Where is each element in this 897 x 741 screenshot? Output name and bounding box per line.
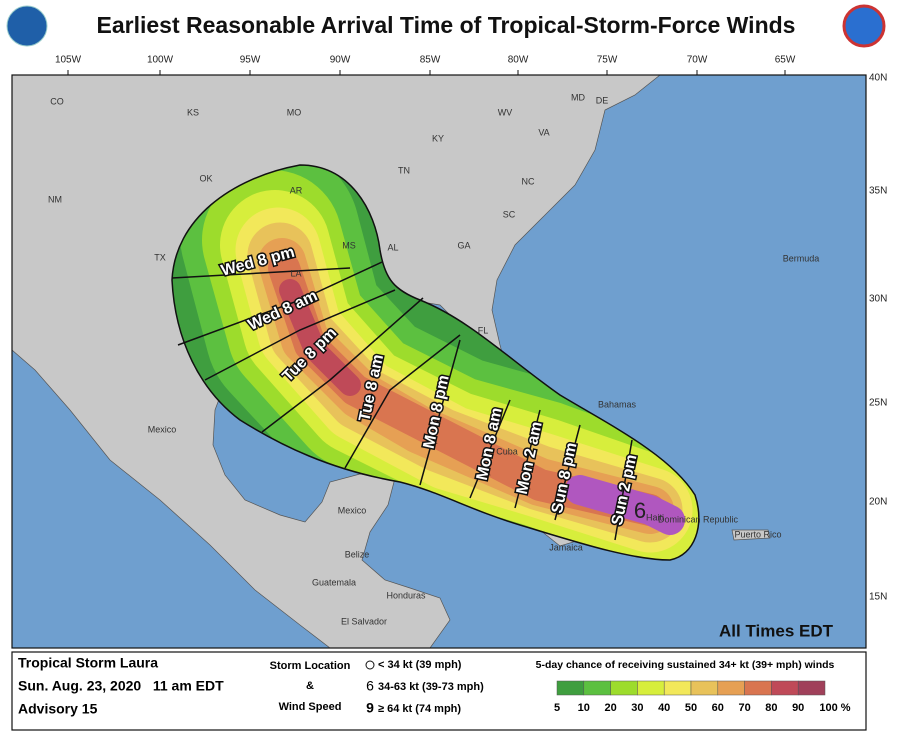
scale-swatch <box>717 680 745 696</box>
longitude-label: 100W <box>147 55 174 66</box>
longitude-label: 65W <box>775 55 796 66</box>
place-label: Cuba <box>496 446 518 456</box>
place-label: CO <box>50 96 64 106</box>
longitude-label: 75W <box>597 55 618 66</box>
scale-title: 5-day chance of receiving sustained 34+ … <box>536 659 835 671</box>
scale-label: 20 <box>604 702 616 714</box>
place-label: AR <box>290 185 303 195</box>
storm-name: Tropical Storm Laura <box>18 655 158 671</box>
latitude-label: 35N <box>869 186 887 197</box>
place-label: DE <box>596 95 609 105</box>
scale-swatch <box>637 680 665 696</box>
place-label: GA <box>457 240 470 250</box>
place-label: VA <box>538 127 549 137</box>
scale-label: 50 <box>685 702 697 714</box>
place-label: Jamaica <box>549 542 583 552</box>
longitude-label: 85W <box>420 55 441 66</box>
place-label: NM <box>48 194 62 204</box>
place-label: Haiti <box>646 512 664 522</box>
place-label: El Salvador <box>341 616 387 626</box>
location-title: Storm Location <box>270 660 351 672</box>
latitude-label: 40N <box>869 73 887 84</box>
place-label: KY <box>432 133 444 143</box>
place-label: Puerto Rico <box>734 529 781 539</box>
noaa-logo <box>6 5 48 47</box>
symbol-icon: 9 <box>366 700 374 716</box>
place-label: SC <box>503 209 516 219</box>
scale-label: 90 <box>792 702 804 714</box>
latitude-label: 25N <box>869 398 887 409</box>
and: & <box>306 680 314 692</box>
scale-swatch <box>556 680 585 696</box>
scale-swatch <box>797 680 826 696</box>
place-label: TX <box>154 252 166 262</box>
place-label: Mexico <box>338 505 367 515</box>
place-label: Dominican Republic <box>658 514 739 524</box>
symbol-icon: 6 <box>366 678 374 694</box>
place-label: Bermuda <box>783 253 820 263</box>
time-note: All Times EDT <box>719 621 834 640</box>
place-label: Honduras <box>386 590 426 600</box>
place-label: MD <box>571 92 585 102</box>
issued: Sun. Aug. 23, 2020 11 am EDT <box>18 678 224 694</box>
place-label: KS <box>187 107 199 117</box>
place-label: NC <box>522 176 535 186</box>
place-label: MO <box>287 107 302 117</box>
latitude-label: 20N <box>869 497 887 508</box>
place-label: AL <box>387 242 398 252</box>
place-label: Bahamas <box>598 399 637 409</box>
scale-label: 70 <box>738 702 750 714</box>
place-label: Guatemala <box>312 577 356 587</box>
scale-swatch <box>744 680 772 696</box>
title: Earliest Reasonable Arrival Time of Trop… <box>97 12 796 38</box>
scale-swatch <box>690 680 719 696</box>
place-label: WV <box>498 107 513 117</box>
longitude-label: 105W <box>55 55 82 66</box>
scale-label: 80 <box>765 702 777 714</box>
scale-swatch <box>663 680 692 696</box>
longitude-label: 70W <box>687 55 708 66</box>
place-label: Mexico <box>148 424 177 434</box>
scale-label: 30 <box>631 702 643 714</box>
place-label: OK <box>199 173 212 183</box>
scale-swatch <box>771 680 799 696</box>
symbol-icon <box>365 660 375 670</box>
scale-label: 100 % <box>819 702 850 714</box>
scale-swatch <box>610 680 638 696</box>
wind-title: Wind Speed <box>279 701 342 713</box>
scale-label: 40 <box>658 702 670 714</box>
place-label: Belize <box>345 549 370 559</box>
scale-label: 60 <box>712 702 724 714</box>
symbol-label: 34-63 kt (39-73 mph) <box>378 681 484 693</box>
place-label: MS <box>342 240 356 250</box>
storm-symbol: 6 <box>634 498 646 523</box>
latitude-label: 30N <box>869 294 887 305</box>
place-label: TN <box>398 165 410 175</box>
latitude-label: 15N <box>869 592 887 603</box>
place-label: FL <box>478 325 489 335</box>
symbol-label: ≥ 64 kt (74 mph) <box>378 703 461 715</box>
scale-label: 10 <box>578 702 590 714</box>
scale-swatch <box>583 680 611 696</box>
advisory: Advisory 15 <box>18 701 98 717</box>
symbol-label: < 34 kt (39 mph) <box>378 659 462 671</box>
longitude-label: 80W <box>508 55 529 66</box>
nws-logo <box>842 4 886 48</box>
longitude-label: 95W <box>240 55 261 66</box>
place-label: LA <box>290 268 301 278</box>
map: 6 CO KS MO KY WV VA MD DE NM OK AR TN NC TX LA MS AL GA SC… <box>12 75 866 648</box>
longitude-label: 90W <box>330 55 351 66</box>
scale-label: 5 <box>554 702 560 714</box>
